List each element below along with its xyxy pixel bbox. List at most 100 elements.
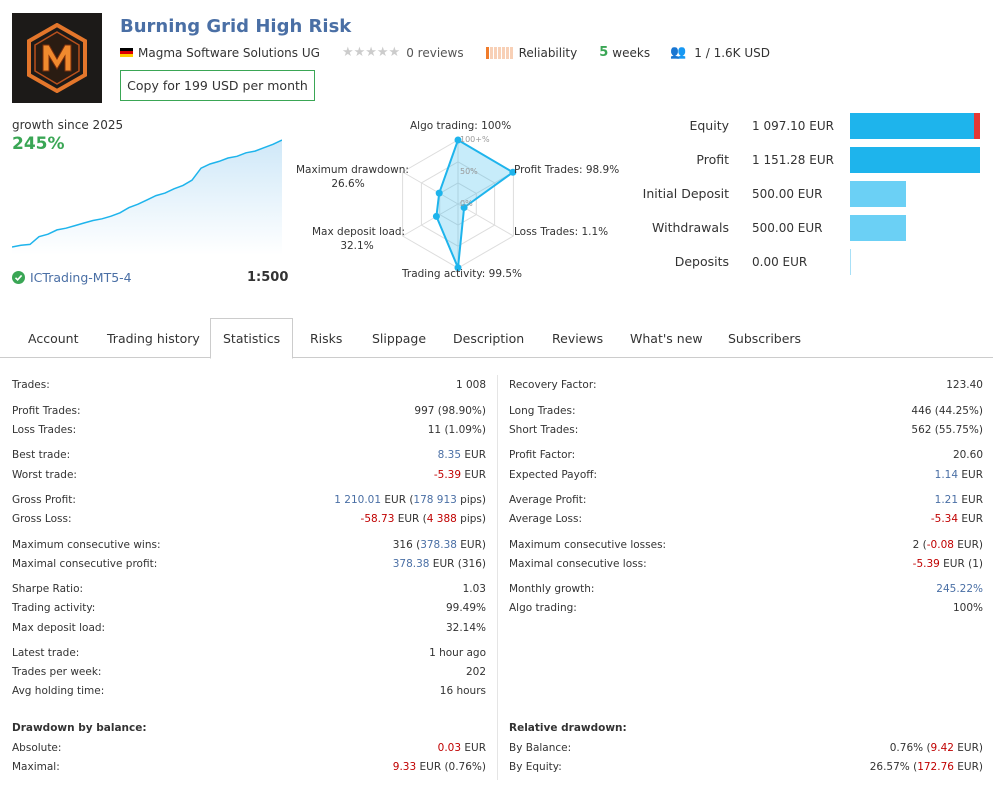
radar-ring-50: 50%: [460, 167, 478, 176]
stat-value: -5.34 EUR: [931, 512, 983, 526]
stat-value-part: EUR): [953, 539, 983, 551]
stat-row: By Balance: 0.76% (9.42 EUR): [509, 741, 983, 755]
signal-logo[interactable]: [12, 13, 102, 103]
radar-label-profit: Profit Trades: 98.9%: [514, 164, 620, 176]
growth-label: growth since 2025: [12, 118, 124, 132]
stat-value: 1 210.01 EUR (178 913 pips): [334, 493, 486, 507]
radar-label-activity: Trading activity: 99.5%: [402, 268, 523, 280]
stat-label: Best trade:: [12, 449, 71, 461]
stat-value: -5.39 EUR (1): [913, 557, 983, 571]
stat-label: Gross Loss:: [12, 513, 72, 525]
stat-label: Monthly growth:: [509, 583, 595, 595]
tab-trading-history[interactable]: Trading history: [107, 330, 200, 346]
growth-chart[interactable]: [12, 135, 282, 255]
stat-row: Worst trade: -5.39 EUR: [12, 468, 486, 482]
stat-row: Drawdown by balance:: [12, 721, 486, 735]
stat-value-part: EUR: [958, 469, 983, 481]
stat-value: 100%: [953, 601, 983, 615]
stat-label: Maximal:: [12, 761, 60, 773]
stat-value: 32.14%: [446, 621, 486, 635]
stat-value-part: 1.21: [934, 494, 959, 506]
radar-point: [454, 264, 462, 272]
stat-label: Recovery Factor:: [509, 379, 597, 391]
stat-value-part: EUR): [953, 761, 983, 773]
radar-label-loss: Loss Trades: 1.1%: [514, 226, 609, 238]
stat-row: Average Loss: -5.34 EUR: [509, 512, 983, 526]
stat-value: 9.33 EUR (0.76%): [393, 760, 486, 774]
balance-value: 500.00 EUR: [752, 221, 823, 235]
stat-label: Absolute:: [12, 742, 62, 754]
stat-value: 245.22%: [936, 582, 983, 596]
radar-point: [460, 204, 468, 211]
tab-reviews[interactable]: Reviews: [552, 330, 604, 346]
radar-deposit-load-title: Max deposit load:: [312, 226, 406, 238]
weeks-label: weeks: [612, 45, 651, 60]
stat-value-part: 100%: [952, 602, 983, 614]
stat-row: Profit Factor: 20.60: [509, 448, 983, 462]
stat-label: Drawdown by balance:: [12, 722, 147, 734]
stat-value-part: -58.73: [360, 513, 395, 525]
subscribers-icon: 👥: [670, 45, 687, 60]
stat-label: Sharpe Ratio:: [12, 583, 84, 595]
tab-description[interactable]: Description: [453, 330, 525, 346]
stat-value-part: 32.14%: [445, 622, 486, 634]
stat-value-part: -5.34: [930, 513, 959, 525]
stat-row: Trades: 1 008: [12, 378, 486, 392]
radar-label-algo: Algo trading: 100%: [410, 120, 512, 132]
stat-value-part: EUR (: [381, 494, 414, 506]
stat-value-part: 20.60: [952, 449, 983, 461]
tab-whats-new[interactable]: What's new: [630, 330, 703, 346]
balance-bar: [850, 215, 906, 241]
stat-row: Trading activity: 99.49%: [12, 601, 486, 615]
stat-value: 562 (55.75%): [911, 423, 983, 437]
leverage-value: 1:500: [247, 270, 289, 285]
stat-value-part: 0.76% (: [889, 742, 931, 754]
stat-value-part: pips): [456, 494, 486, 506]
stat-value-part: 1 210.01: [334, 494, 382, 506]
tab-risks[interactable]: Risks: [310, 330, 343, 346]
balance-bar: [850, 113, 974, 139]
stat-row: Monthly growth: 245.22%: [509, 582, 983, 596]
stat-row: Algo trading: 100%: [509, 601, 983, 615]
stat-label: Trades:: [12, 379, 50, 391]
stat-value-part: EUR (316): [429, 558, 486, 570]
developer-link[interactable]: Magma Software Solutions UG: [138, 45, 320, 60]
copy-signal-button[interactable]: Copy for 199 USD per month: [120, 70, 315, 101]
stat-value-part: -0.08: [926, 539, 954, 551]
stat-row: Loss Trades: 11 (1.09%): [12, 423, 486, 437]
weeks-count: 5: [599, 45, 609, 60]
stat-value-part: EUR: [461, 742, 486, 754]
stat-label: Maximal consecutive profit:: [12, 558, 158, 570]
radar-axis: [402, 203, 459, 237]
stat-value-part: pips): [456, 513, 486, 525]
tab-account[interactable]: Account: [28, 330, 79, 346]
stat-value-part: -5.39: [912, 558, 940, 570]
reliability-label: Reliability: [518, 45, 578, 60]
stat-value: 1.03: [463, 582, 486, 596]
stat-value: 1.14 EUR: [935, 468, 983, 482]
balance-loss-marker: [974, 113, 980, 139]
radar-drawdown-value: 26.6%: [331, 178, 365, 190]
stat-label: Gross Profit:: [12, 494, 76, 506]
radar-deposit-load-value: 32.1%: [340, 240, 374, 252]
tab-statistics[interactable]: Statistics: [210, 318, 294, 359]
rating-stars-icon: ★★★★★: [341, 45, 401, 60]
stat-value: 16 hours: [440, 684, 486, 698]
stat-value-part: 562 (55.75%): [911, 424, 983, 436]
stat-value: 8.35 EUR: [438, 448, 486, 462]
stat-label: Average Loss:: [509, 513, 583, 525]
stat-value-part: 9.42: [930, 742, 954, 754]
radar-axis: [402, 171, 459, 205]
stat-value: 99.49%: [446, 601, 486, 615]
stat-value-part: EUR): [456, 539, 486, 551]
broker-link[interactable]: ICTrading-MT5-4: [12, 270, 132, 285]
stat-row: Latest trade: 1 hour ago: [12, 646, 486, 660]
balance-bar: [850, 147, 980, 173]
stat-value: 1.21 EUR: [935, 493, 983, 507]
stat-row: Gross Profit: 1 210.01 EUR (178 913 pips): [12, 493, 486, 507]
tab-slippage[interactable]: Slippage: [372, 330, 427, 346]
tab-subscribers[interactable]: Subscribers: [728, 330, 802, 346]
reviews-link[interactable]: 0 reviews: [406, 45, 464, 60]
stat-value: 26.57% (172.76 EUR): [870, 760, 983, 774]
signal-title[interactable]: Burning Grid High Risk: [120, 16, 352, 37]
